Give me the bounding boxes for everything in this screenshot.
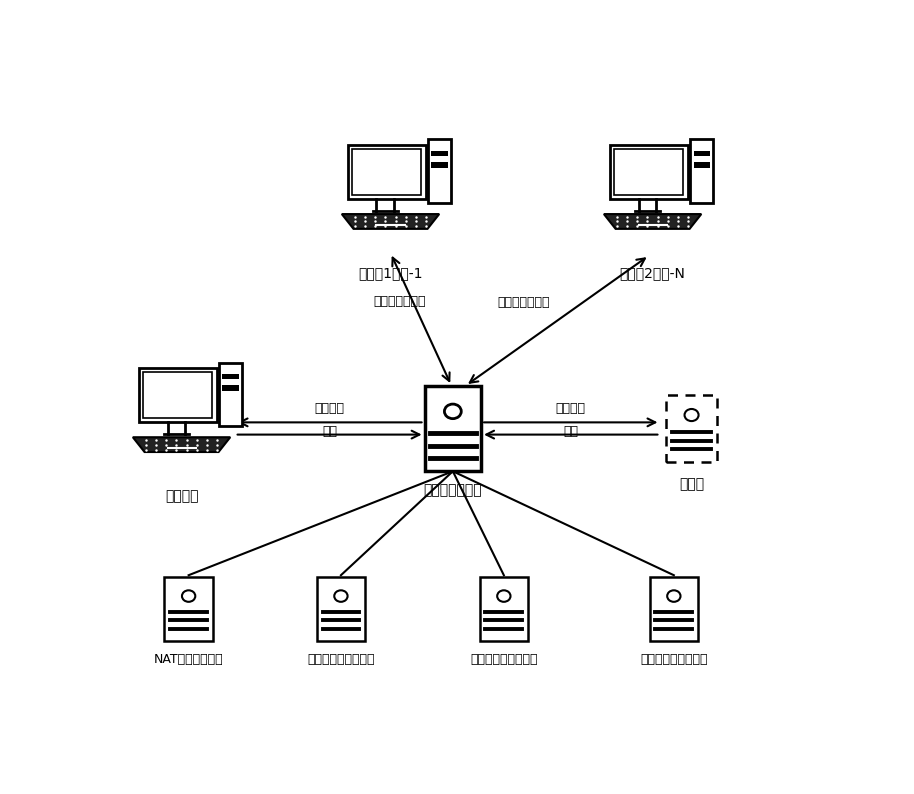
Text: 控制指令: 控制指令 (314, 402, 345, 414)
Circle shape (497, 590, 511, 602)
Text: 控制指令、响应: 控制指令、响应 (497, 295, 550, 309)
Bar (666, 395, 717, 462)
Text: NAT穿透管理模块: NAT穿透管理模块 (154, 653, 223, 666)
Bar (222, 385, 239, 391)
Circle shape (667, 590, 681, 602)
Text: 指令传输树管理模块: 指令传输树管理模块 (470, 653, 537, 666)
Bar (694, 162, 710, 168)
Bar (480, 577, 528, 641)
Bar (316, 577, 366, 641)
Circle shape (182, 590, 196, 602)
Text: 队员主机: 队员主机 (165, 490, 198, 503)
Text: 控制指令、响应: 控制指令、响应 (374, 295, 426, 307)
Polygon shape (133, 437, 230, 452)
Bar (614, 148, 683, 195)
Bar (222, 374, 239, 380)
Bar (143, 372, 212, 418)
Bar (650, 577, 698, 641)
Bar (431, 162, 448, 168)
Bar (165, 577, 213, 641)
Bar (610, 145, 687, 198)
Text: 响应传输树管理模块: 响应传输树管理模块 (640, 653, 707, 666)
Bar (219, 363, 242, 426)
Text: 裁判组1裁判-1: 裁判组1裁判-1 (358, 267, 423, 280)
Bar (352, 148, 420, 195)
Polygon shape (342, 214, 440, 229)
Bar (139, 368, 217, 422)
Text: 控制指令: 控制指令 (556, 402, 586, 414)
Text: 响应: 响应 (563, 425, 579, 438)
Bar (347, 145, 426, 198)
Bar (428, 140, 452, 203)
Text: 裁判组2裁判-N: 裁判组2裁判-N (620, 267, 686, 280)
Bar (694, 151, 710, 156)
Bar (431, 151, 448, 156)
Text: 网络拓扑图管理模块: 网络拓扑图管理模块 (307, 653, 375, 666)
Circle shape (335, 590, 347, 602)
Circle shape (444, 404, 462, 418)
Text: 操作机: 操作机 (679, 477, 704, 491)
Text: 响应: 响应 (322, 425, 337, 438)
Bar (690, 140, 713, 203)
Text: 操作机管理模块: 操作机管理模块 (423, 484, 483, 498)
Polygon shape (604, 214, 701, 229)
Bar (424, 386, 481, 472)
Circle shape (685, 409, 698, 421)
